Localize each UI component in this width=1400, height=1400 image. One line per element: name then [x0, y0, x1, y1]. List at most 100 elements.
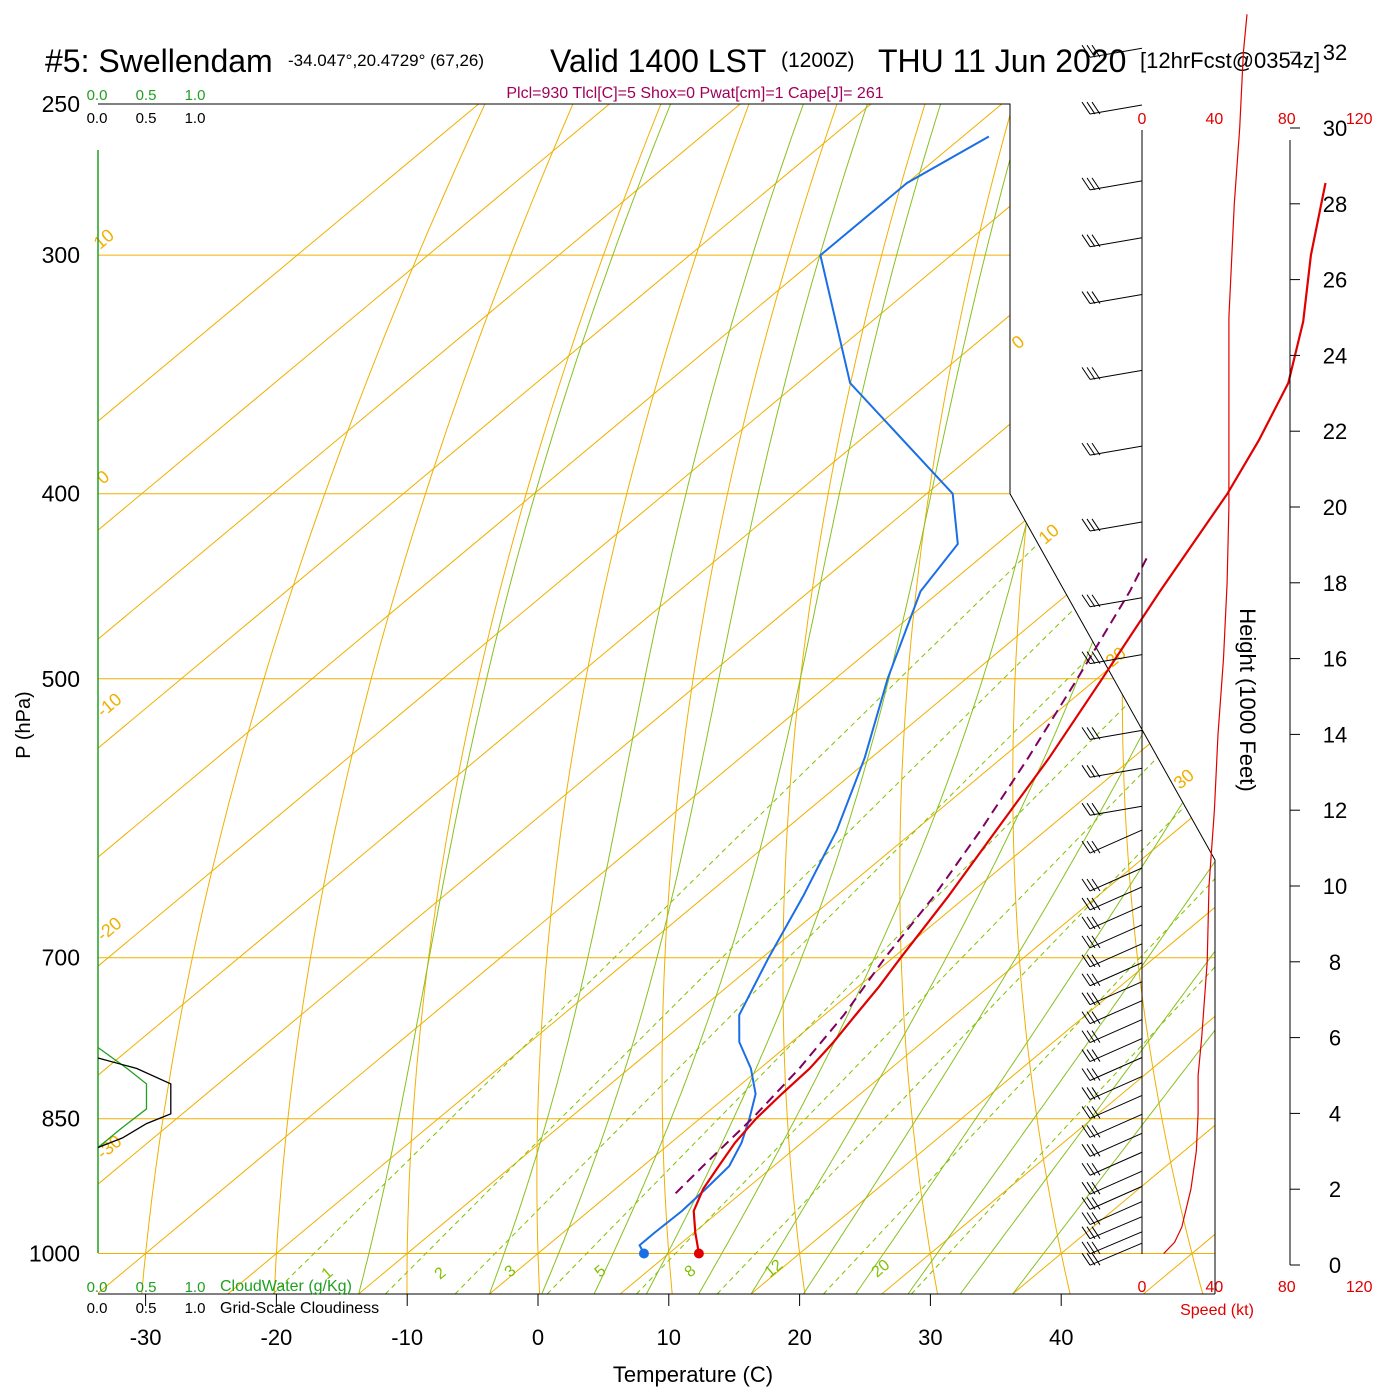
wind-barb-feather	[1081, 1049, 1091, 1062]
pressure-tick-label: 1000	[29, 1241, 80, 1267]
isotherm	[98, 104, 651, 1294]
wind-barb-feather	[1091, 802, 1101, 816]
wind-barb	[1089, 1000, 1143, 1025]
moist-adiabat	[750, 104, 1215, 1294]
wind-barb-feather	[1091, 1212, 1101, 1225]
moist-adiabat	[855, 104, 1215, 1294]
wind-barb-feather	[1086, 1226, 1096, 1239]
dewpoint-line	[638, 135, 990, 1254]
surface-temperature-point	[693, 1248, 704, 1259]
wind-barb-feather	[1091, 727, 1101, 740]
wind-barb-feather	[1086, 1197, 1096, 1210]
wind-barb-feather	[1086, 1087, 1096, 1100]
wind-barb	[1089, 1216, 1143, 1240]
wind-barb-feather	[1091, 1162, 1101, 1176]
height-axis-label: Height (1000 Feet)	[1235, 608, 1260, 791]
zulu-time: (1200Z)	[781, 49, 855, 72]
isotherm-label: 10	[1035, 520, 1063, 548]
wind-barb	[1089, 1242, 1143, 1266]
wind-barb-feather	[1081, 916, 1091, 930]
wind-barb-feather	[1086, 897, 1096, 911]
wind-barb-feather	[1091, 1030, 1101, 1043]
wind-barb	[1089, 962, 1143, 987]
wind-barb-feather	[1091, 1011, 1101, 1024]
pressure-tick-label: 400	[42, 481, 80, 507]
wind-barb-feather	[1081, 1197, 1091, 1210]
cloudiness-tick-bottom: 0.0	[87, 1300, 108, 1317]
wind-barb	[1089, 1094, 1143, 1119]
wind-barb-feather	[1081, 878, 1091, 892]
x-tick-label: -30	[130, 1325, 162, 1350]
wind-barb-feather	[1086, 1144, 1096, 1157]
x-tick-label: -20	[261, 1325, 293, 1350]
wind-barb-feather	[1086, 992, 1096, 1005]
wind-barb-feather	[1091, 367, 1101, 380]
wind-barb	[1089, 886, 1143, 911]
dry-adiabat	[661, 104, 850, 1294]
wind-barb	[1089, 369, 1143, 380]
height-tick-label: 24	[1323, 343, 1347, 368]
pressure-tick-label: 300	[42, 242, 80, 268]
cloud-water-tick-bottom: 1.0	[185, 1279, 206, 1296]
height-tick-label: 6	[1329, 1026, 1341, 1051]
wind-barb-feather	[1091, 291, 1101, 304]
wind-barb-feather	[1091, 442, 1101, 456]
wind-barb	[1089, 521, 1143, 532]
wind-barb-feather	[1081, 935, 1091, 949]
isotherm	[98, 104, 912, 1294]
wind-barb-feather	[1091, 1144, 1101, 1157]
moist-adiabat	[802, 104, 1215, 1294]
sounding-indices: Plcl=930 Tlcl[C]=5 Shox=0 Pwat[cm]=1 Cap…	[506, 85, 883, 102]
height-tick-label: 26	[1323, 268, 1347, 293]
cloudiness-tick-top: 0.5	[136, 110, 157, 127]
wind-barb-feather	[1086, 802, 1096, 816]
dry-adiabat	[536, 104, 763, 1294]
cloudiness-tick-bottom: 0.5	[136, 1300, 157, 1317]
dry-adiabat	[1331, 70, 1400, 1294]
wind-barb	[1089, 805, 1143, 816]
wind-barb-feather	[1086, 1068, 1096, 1081]
wind-barb-feather	[1086, 291, 1096, 304]
wind-barb-feather	[1081, 44, 1091, 58]
cloudiness-tick-top: 1.0	[185, 110, 206, 127]
wind-barb-feather	[1081, 1241, 1091, 1255]
wind-barb-feather	[1091, 1252, 1101, 1266]
wind-barb-feather	[1086, 367, 1096, 380]
height-tick-label: 22	[1323, 419, 1347, 444]
wind-barb-feather	[1081, 1252, 1091, 1266]
wind-barb-feather	[1086, 878, 1096, 892]
moist-adiabat	[959, 104, 1215, 1294]
cloud-water-tick-bottom: 0.5	[136, 1279, 157, 1296]
wind-barb-feather	[1091, 651, 1101, 664]
mixing-ratio-label: 5	[592, 1262, 610, 1281]
mixing-ratio-line	[823, 493, 1215, 1294]
mixing-ratio-line	[272, 493, 1090, 1294]
wind-barb-feather	[1091, 1241, 1101, 1255]
dry-adiabat	[406, 104, 676, 1294]
wind-barb-feather	[1081, 1030, 1091, 1043]
cloud-water-label: CloudWater (g/Kg)	[220, 1278, 352, 1295]
wind-barb-feather	[1081, 992, 1091, 1005]
cloud-water-tick-top: 0.0	[87, 87, 108, 104]
wind-barb-feather	[1081, 518, 1091, 532]
moist-adiabat	[358, 104, 672, 1294]
wind-barb	[1089, 1075, 1143, 1100]
wind-barb-feather	[1081, 954, 1091, 968]
wind-barb-feather	[1091, 1125, 1101, 1138]
isotherm	[1012, 104, 1215, 1294]
x-tick-label: 40	[1049, 1325, 1073, 1350]
wind-barb-feather	[1091, 878, 1101, 892]
wind-barb	[1089, 294, 1143, 305]
wind-barb-feather	[1091, 765, 1101, 778]
wind-barb-feather	[1086, 1106, 1096, 1119]
wind-barb-feather	[1091, 916, 1101, 930]
height-tick-label: 28	[1323, 192, 1347, 217]
moist-adiabat	[1012, 104, 1215, 1294]
wind-barb-feather	[1081, 802, 1091, 816]
wind-barb-feather	[1081, 1068, 1091, 1081]
wind-barb-feather	[1086, 916, 1096, 930]
mixing-ratio-label: 2	[432, 1264, 450, 1283]
wind-barb	[1089, 1113, 1143, 1138]
height-tick-label: 30	[1323, 116, 1347, 141]
